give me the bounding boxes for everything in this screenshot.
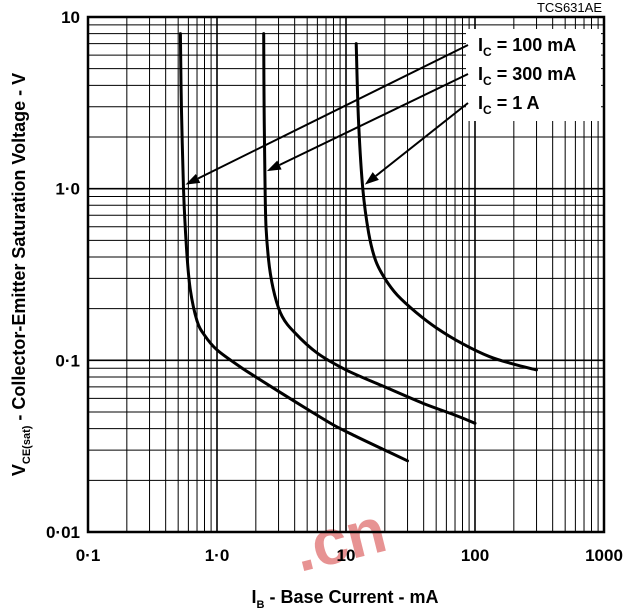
series-line-1 [262, 32, 477, 425]
x-axis-title-sub: B [257, 599, 265, 611]
watermark: .cn [286, 493, 393, 585]
legend-entry-main: I [478, 64, 483, 84]
legend-arrow-head-0 [185, 174, 201, 185]
legend-entry-sub: C [483, 74, 492, 88]
legend-entry-sub: C [483, 45, 492, 59]
legend-entry-2: IC = 1 A [478, 93, 540, 117]
x-tick-label: 1000 [585, 546, 623, 565]
y-axis-title-sub: CE(sat) [21, 425, 33, 464]
legend [466, 29, 601, 121]
y-axis-title-rest: - Collector-Emitter Saturation Voltage -… [9, 73, 29, 426]
x-axis-title: IB - Base Current - mA [251, 587, 438, 611]
x-axis-title-main: I [251, 587, 256, 607]
legend-entry-value: = 100 mA [492, 35, 577, 55]
series-line-0 [178, 32, 409, 463]
y-tick-label: 10 [61, 8, 80, 27]
legend-arrow-line-0 [197, 44, 469, 180]
legend-arrow-head-1 [266, 160, 282, 172]
legend-entry-sub: C [483, 103, 492, 117]
legend-entry-main: I [478, 93, 483, 113]
x-tick-label: 0·1 [76, 546, 101, 565]
x-tick-label: 1·0 [205, 546, 230, 565]
plot-frame [86, 15, 606, 534]
legend-entry-main: I [478, 35, 483, 55]
series-layer [178, 32, 538, 463]
legend-arrow-head-2 [364, 172, 379, 185]
series-line-2 [354, 42, 538, 372]
legend-arrows [185, 44, 469, 185]
x-tick-label: 100 [461, 546, 489, 565]
y-axis-title-main: V [9, 464, 29, 476]
x-tick-label: 10 [337, 546, 356, 565]
legend-arrow-line-1 [279, 73, 469, 166]
minor-gridlines [88, 17, 604, 532]
x-tick-labels: 0·1 1·0 10 100 1000 [76, 546, 623, 565]
legend-entry-1: IC = 300 mA [478, 64, 576, 88]
y-axis-title: VCE(sat) - Collector-Emitter Saturation … [9, 73, 33, 476]
legend-arrow-line-2 [375, 102, 469, 177]
x-axis-title-rest: - Base Current - mA [264, 587, 438, 607]
y-tick-label: 1·0 [55, 180, 80, 199]
legend-entry-0: IC = 100 mA [478, 35, 576, 59]
y-tick-labels: 0·01 0·1 1·0 10 [46, 8, 80, 542]
legend-entry-value: = 1 A [492, 93, 540, 113]
y-tick-label: 0·1 [55, 351, 80, 370]
figure-id: TCS631AE [537, 0, 602, 15]
y-tick-label: 0·01 [46, 523, 80, 542]
legend-entry-value: = 300 mA [492, 64, 577, 84]
